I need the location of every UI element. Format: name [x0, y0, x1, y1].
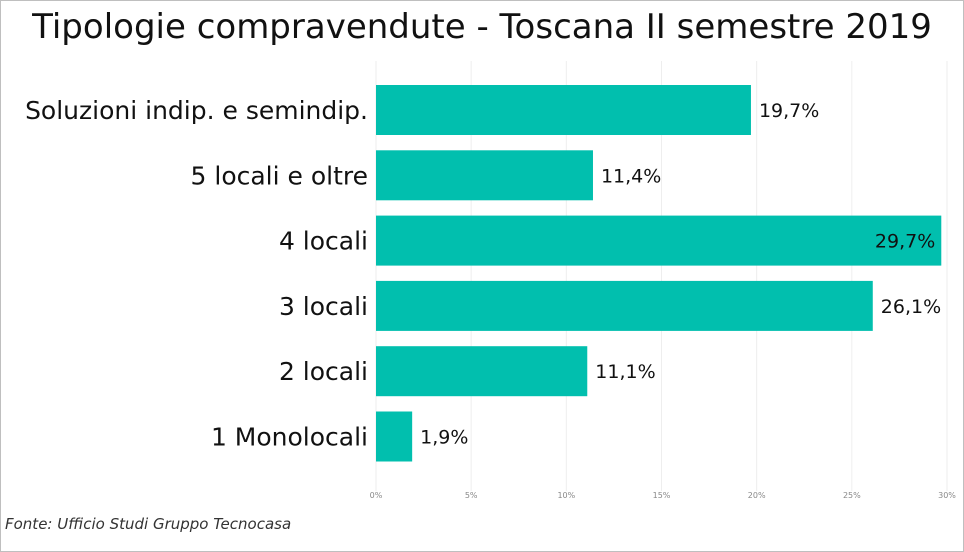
category-label: 1 Monolocali: [211, 423, 368, 452]
bar: [376, 346, 588, 397]
bar: [376, 280, 873, 331]
source-note: Fonte: Ufficio Studi Gruppo Tecnocasa: [5, 515, 292, 533]
x-tick-label: 25%: [843, 491, 861, 500]
chart-title: Tipologie compravendute - Toscana II sem…: [32, 7, 932, 47]
category-label: Soluzioni indip. e semindip.: [25, 96, 368, 125]
data-label: 11,4%: [601, 165, 661, 187]
bar: [376, 215, 942, 266]
category-label: 4 locali: [279, 227, 368, 256]
category-label: 5 locali e oltre: [191, 161, 368, 190]
data-label: 26,1%: [881, 296, 941, 318]
x-tick-label: 0%: [370, 491, 383, 500]
x-tick-label: 30%: [938, 491, 956, 500]
x-tick-label: 20%: [748, 491, 766, 500]
data-label: 29,7%: [875, 231, 935, 253]
data-label: 11,1%: [595, 361, 655, 383]
x-tick-label: 15%: [653, 491, 671, 500]
data-label: 1,9%: [420, 427, 468, 449]
x-tick-label: 5%: [465, 491, 478, 500]
x-tick-label: 10%: [557, 491, 575, 500]
data-label: 19,7%: [759, 100, 819, 122]
category-label: 3 locali: [279, 292, 368, 321]
bar: [376, 411, 413, 462]
category-label: 2 locali: [279, 357, 368, 386]
bar-chart: 0% 5% 10% 15% 20% 25% 30% Soluzioni indip. e se…: [25, 61, 956, 500]
bar: [376, 150, 593, 201]
bar: [376, 85, 751, 135]
